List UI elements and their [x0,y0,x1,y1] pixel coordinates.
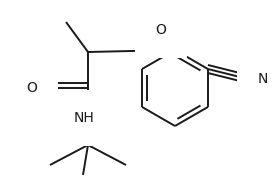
Text: O: O [27,81,37,95]
Text: NH: NH [74,111,94,125]
Text: O: O [156,23,166,37]
Text: N: N [258,72,268,86]
